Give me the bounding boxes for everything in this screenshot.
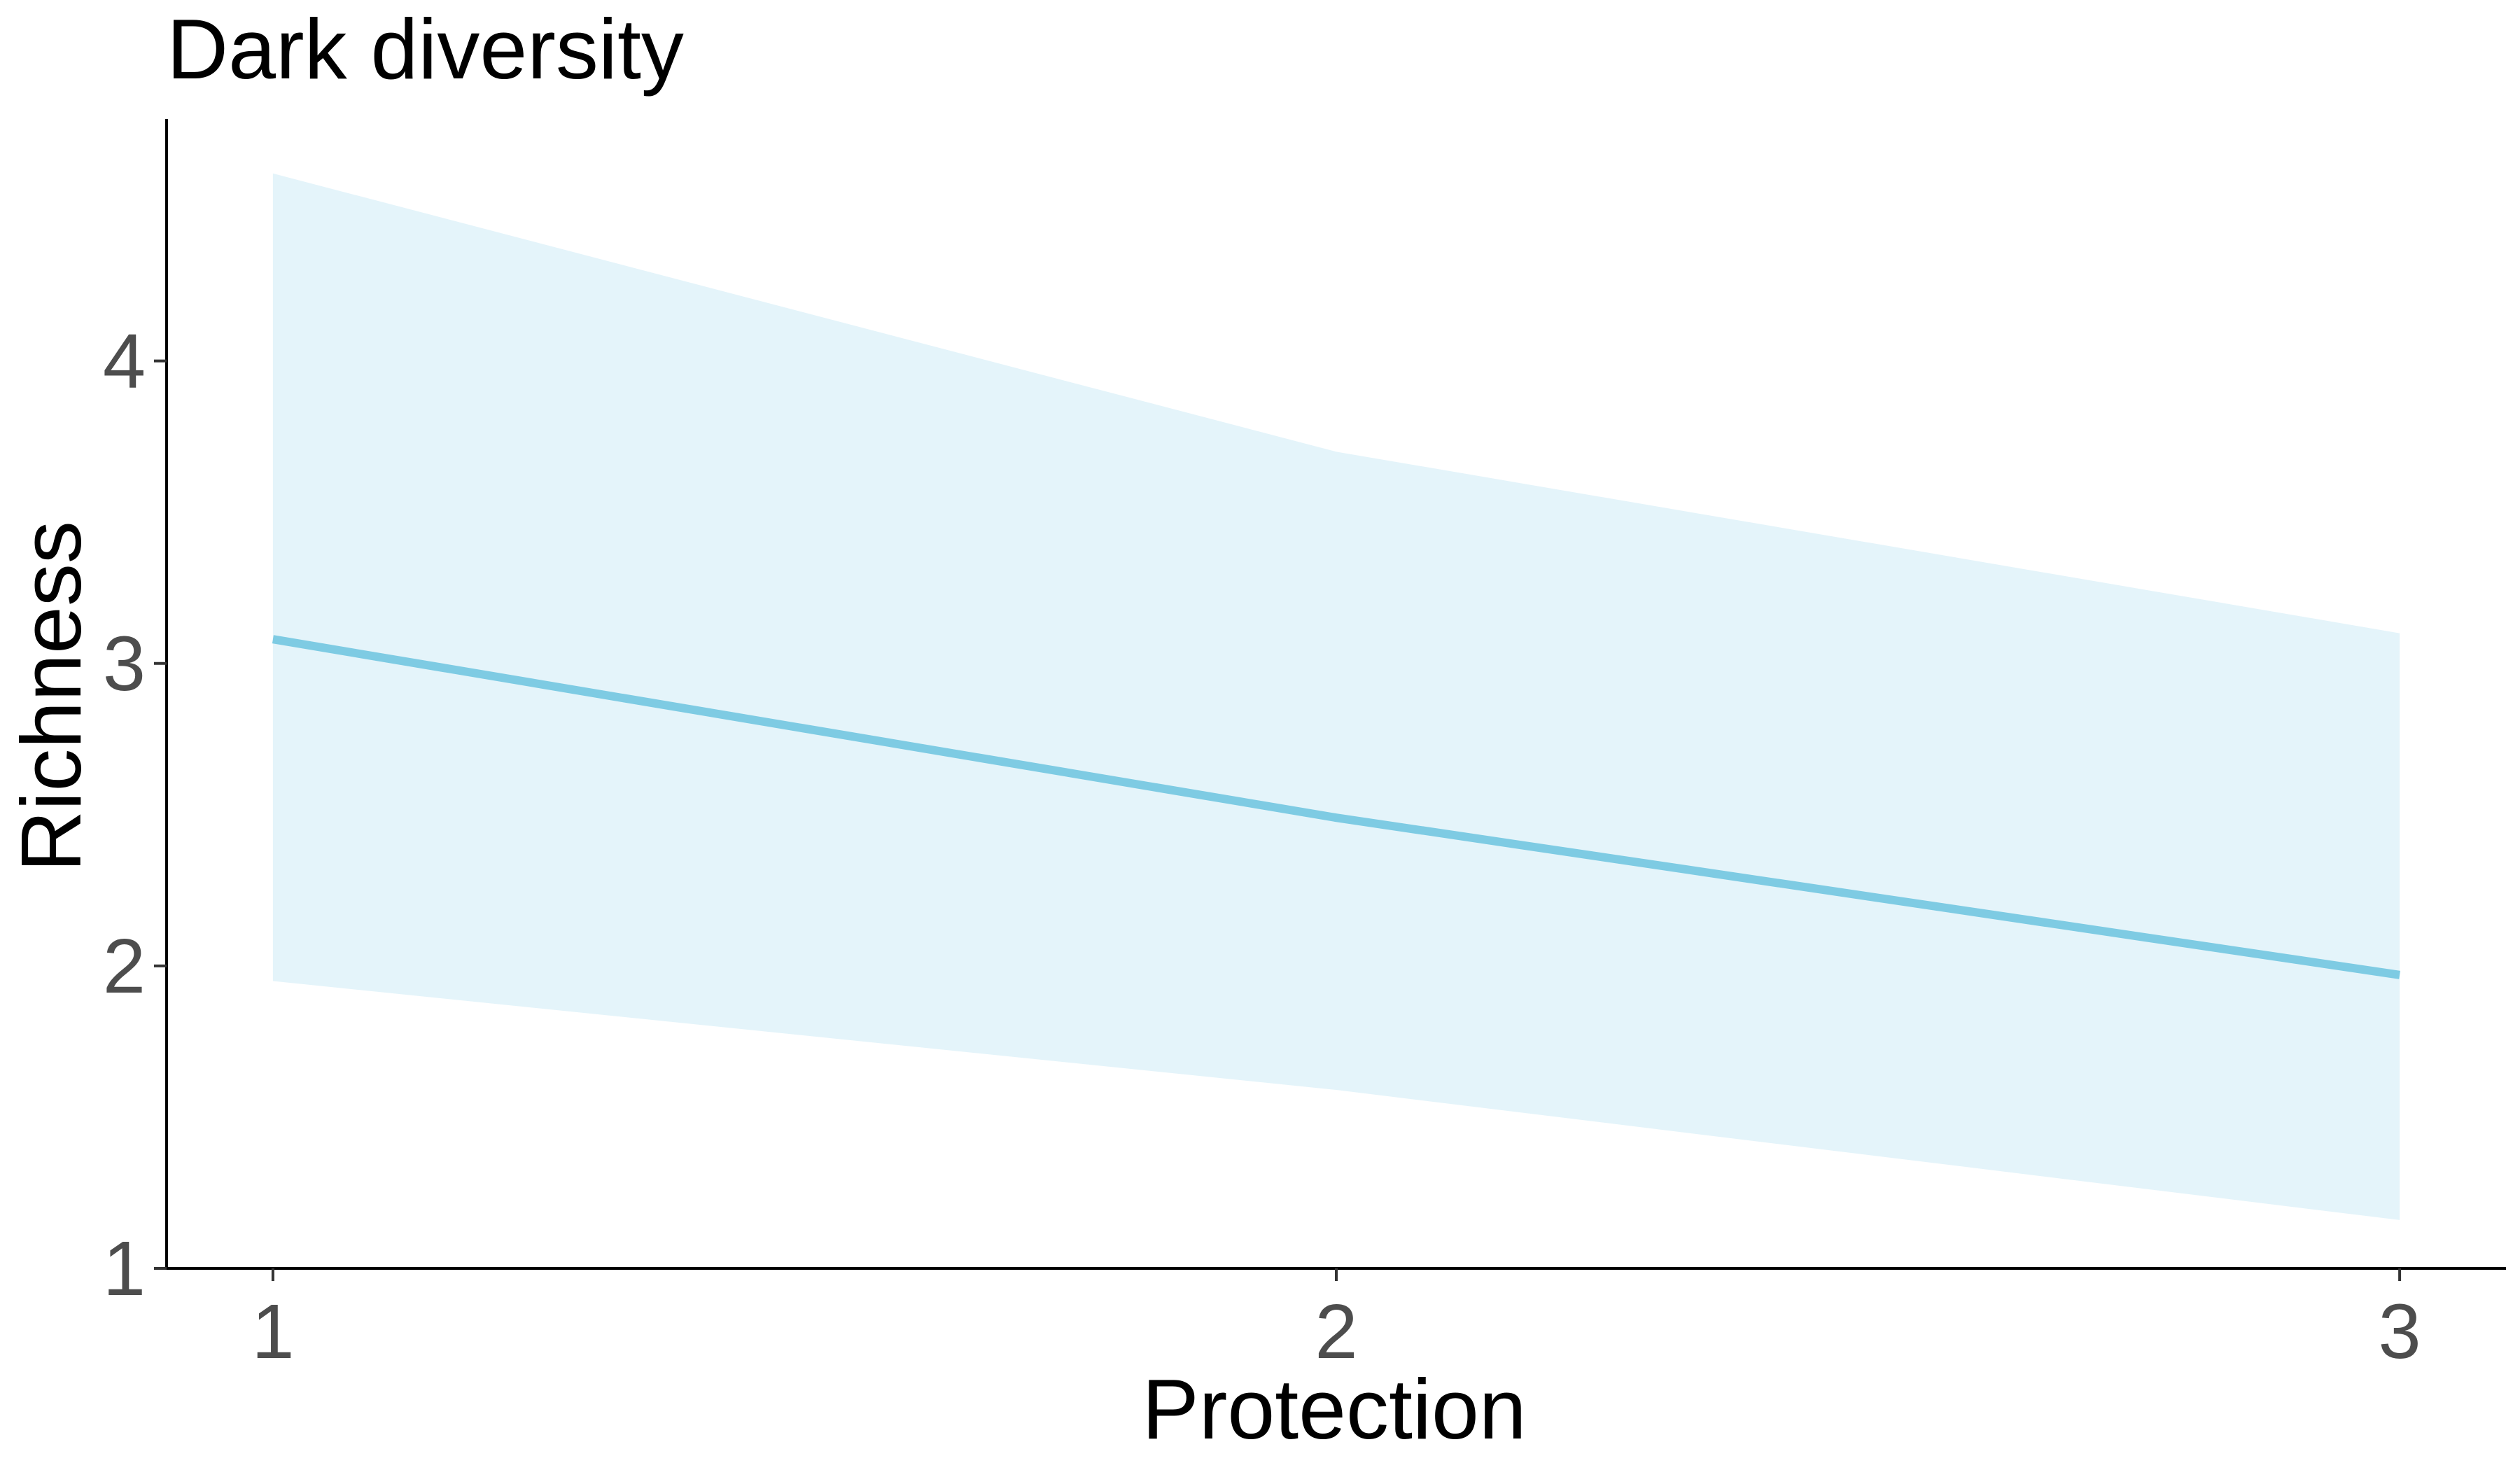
series-line <box>272 635 2400 979</box>
chart-title: Dark diversity <box>167 1 684 97</box>
y-tick-label: 1 <box>103 1226 146 1312</box>
x-tick-label: 3 <box>2378 1289 2421 1375</box>
y-tick-label: 3 <box>103 621 146 707</box>
y-tick-label: 4 <box>103 318 146 405</box>
x-axis-title: Protection <box>1142 1362 1526 1457</box>
y-axis-title: Richness <box>4 521 99 872</box>
x-tick-label: 1 <box>251 1289 294 1375</box>
y-tick-label: 2 <box>103 923 146 1009</box>
plot-area: 1 2 3 4 1 2 3 <box>103 119 2506 1375</box>
confidence-ribbon <box>272 173 2400 1220</box>
x-tick-label: 2 <box>1315 1289 1357 1375</box>
